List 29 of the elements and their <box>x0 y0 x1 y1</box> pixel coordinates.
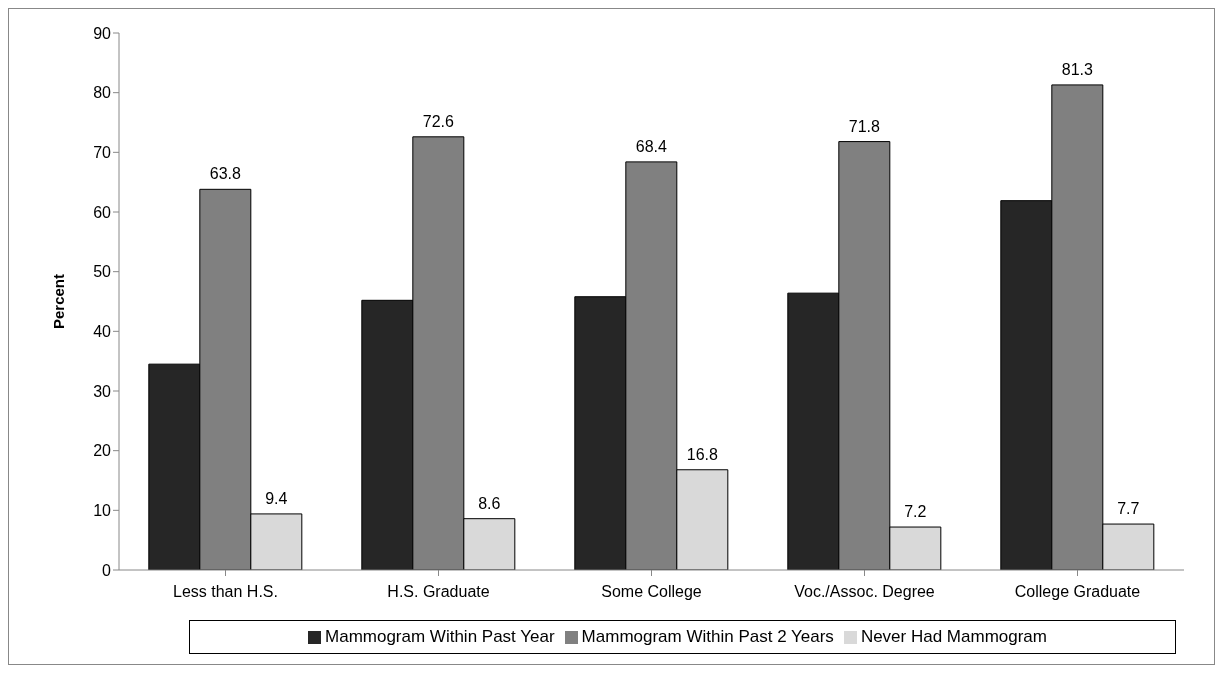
data-label: 68.4 <box>635 137 667 155</box>
x-tick-label: Voc./Assoc. Degree <box>794 583 935 601</box>
y-tick-label: 50 <box>93 263 112 281</box>
data-label: 7.7 <box>1117 500 1140 518</box>
data-label: 9.4 <box>265 489 288 507</box>
y-tick-label: 20 <box>93 442 112 460</box>
data-label: 63.8 <box>209 165 241 183</box>
x-tick-label: H.S. Graduate <box>387 583 490 601</box>
data-label: 7.2 <box>904 503 927 521</box>
x-tick-label: Less than H.S. <box>173 583 278 601</box>
y-axis-title: Percent <box>50 273 68 330</box>
x-tick-label: Some College <box>601 583 702 601</box>
y-tick-label: 30 <box>93 382 112 400</box>
y-tick-label: 10 <box>93 502 112 520</box>
legend-label: Mammogram Within Past Year <box>325 627 555 646</box>
y-tick-label: 90 <box>93 24 112 42</box>
legend-label: Never Had Mammogram <box>860 627 1047 646</box>
data-label: 16.8 <box>686 445 718 463</box>
y-tick-label: 0 <box>102 561 112 579</box>
data-label: 81.3 <box>1061 60 1093 78</box>
y-tick-label: 80 <box>93 84 112 102</box>
data-label: 72.6 <box>422 112 454 130</box>
x-tick-label: College Graduate <box>1014 583 1141 601</box>
data-label: 8.6 <box>478 494 501 512</box>
y-tick-label: 70 <box>93 144 112 162</box>
y-tick-label: 60 <box>93 203 112 221</box>
y-tick-label: 40 <box>93 323 112 341</box>
data-label: 71.8 <box>848 117 880 135</box>
legend-label: Mammogram Within Past 2 Years <box>581 627 834 646</box>
